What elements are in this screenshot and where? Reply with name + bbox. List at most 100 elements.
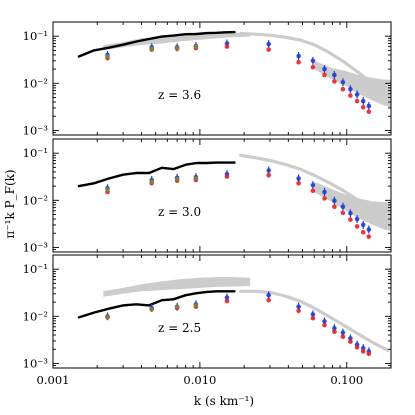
- data-point: [348, 336, 353, 341]
- data-point: [224, 174, 230, 179]
- data-point: [360, 345, 366, 351]
- data-point: [105, 54, 110, 59]
- data-point: [332, 329, 337, 335]
- data-point: [354, 216, 360, 222]
- x-tick-label: 0.010: [183, 373, 216, 387]
- data-point: [354, 224, 360, 229]
- data-point: [193, 303, 199, 308]
- y-tick-label: 10⁻³: [23, 356, 49, 370]
- panel-plot-area: [77, 30, 391, 114]
- panel-frame: [52, 21, 392, 136]
- data-point: [366, 103, 372, 109]
- data-point: [322, 189, 327, 195]
- data-point: [149, 179, 154, 184]
- x-axis-label: k (s km⁻¹): [194, 394, 254, 408]
- y-tick-label: 10⁻²: [23, 76, 48, 90]
- data-point: [354, 98, 360, 104]
- redshift-label: z = 3.0: [158, 205, 201, 219]
- simulation-line: [239, 289, 390, 352]
- simulation-line: [239, 31, 390, 94]
- data-point: [105, 187, 110, 192]
- panel-plot-area: [77, 153, 391, 239]
- data-point: [193, 176, 199, 181]
- uncertainty-band: [103, 32, 251, 51]
- data-point: [354, 345, 360, 350]
- data-point: [310, 64, 316, 70]
- data-point: [310, 312, 316, 317]
- data-point: [224, 295, 230, 300]
- panels: 10⁻¹10⁻²10⁻³z = 3.610⁻¹10⁻²10⁻³z = 3.010…: [23, 21, 392, 387]
- data-point: [296, 53, 301, 59]
- y-tick-label: 10⁻¹: [23, 146, 48, 160]
- data-point: [322, 322, 327, 328]
- data-point: [322, 66, 327, 72]
- uncertainty-band: [314, 181, 391, 232]
- data-point: [296, 176, 301, 181]
- data-point: [332, 204, 337, 210]
- y-axis-label: π⁻¹k P_F(k): [3, 169, 17, 238]
- panel-frame: [52, 138, 392, 253]
- data-point: [360, 98, 366, 104]
- simulation-line: [239, 153, 390, 219]
- data-point: [366, 109, 372, 114]
- data-point: [332, 325, 337, 331]
- data-point: [310, 188, 316, 193]
- data-point: [296, 304, 301, 310]
- data-point: [340, 330, 346, 336]
- data-point: [348, 86, 353, 92]
- data-point: [296, 181, 301, 186]
- data-point: [266, 168, 272, 173]
- data-point: [105, 314, 110, 320]
- data-point: [296, 59, 301, 65]
- data-point: [296, 308, 301, 314]
- data-point: [322, 196, 327, 201]
- data-point: [266, 173, 272, 178]
- data-point: [310, 182, 316, 188]
- data-point: [266, 292, 272, 298]
- data-point: [340, 210, 346, 216]
- y-tick-label: 10⁻²: [23, 193, 48, 207]
- data-point: [348, 93, 353, 98]
- data-point: [332, 79, 337, 84]
- data-point: [174, 304, 180, 310]
- model-line: [77, 30, 236, 58]
- panel-2: 10⁻¹ 10⁻² 10⁻³ z = 3.0: [23, 138, 392, 254]
- model-line: [77, 290, 236, 319]
- data-point: [310, 315, 316, 321]
- data-point: [224, 298, 230, 304]
- y-tick-label: 10⁻¹: [23, 262, 48, 276]
- data-point: [348, 339, 353, 344]
- data-point: [340, 334, 346, 340]
- data-point: [366, 234, 372, 239]
- data-point: [266, 41, 272, 47]
- data-point: [149, 307, 154, 312]
- data-point: [332, 198, 337, 203]
- data-point: [348, 217, 353, 222]
- data-point: [360, 229, 366, 235]
- data-point: [332, 72, 337, 78]
- panel-plot-area: [77, 277, 390, 357]
- data-point: [149, 46, 154, 52]
- data-point: [193, 44, 199, 49]
- model-line: [77, 161, 236, 188]
- x-tick-label: 0.001: [37, 373, 70, 387]
- data-point: [174, 45, 180, 51]
- data-point: [340, 204, 346, 210]
- uncertainty-band: [103, 277, 251, 297]
- panel-frame: [52, 254, 392, 369]
- data-point: [322, 319, 327, 324]
- data-point: [224, 44, 230, 49]
- data-point: [340, 86, 346, 92]
- y-tick-label: 10⁻³: [23, 123, 49, 137]
- data-point: [354, 92, 360, 97]
- data-point: [310, 58, 316, 64]
- y-tick-label: 10⁻³: [23, 240, 49, 254]
- data-point: [174, 176, 180, 182]
- data-point: [360, 105, 366, 110]
- redshift-label: z = 2.5: [158, 321, 201, 335]
- data-point: [266, 47, 272, 52]
- data-point: [360, 349, 366, 354]
- redshift-label: z = 3.6: [158, 88, 201, 102]
- data-point: [366, 227, 372, 232]
